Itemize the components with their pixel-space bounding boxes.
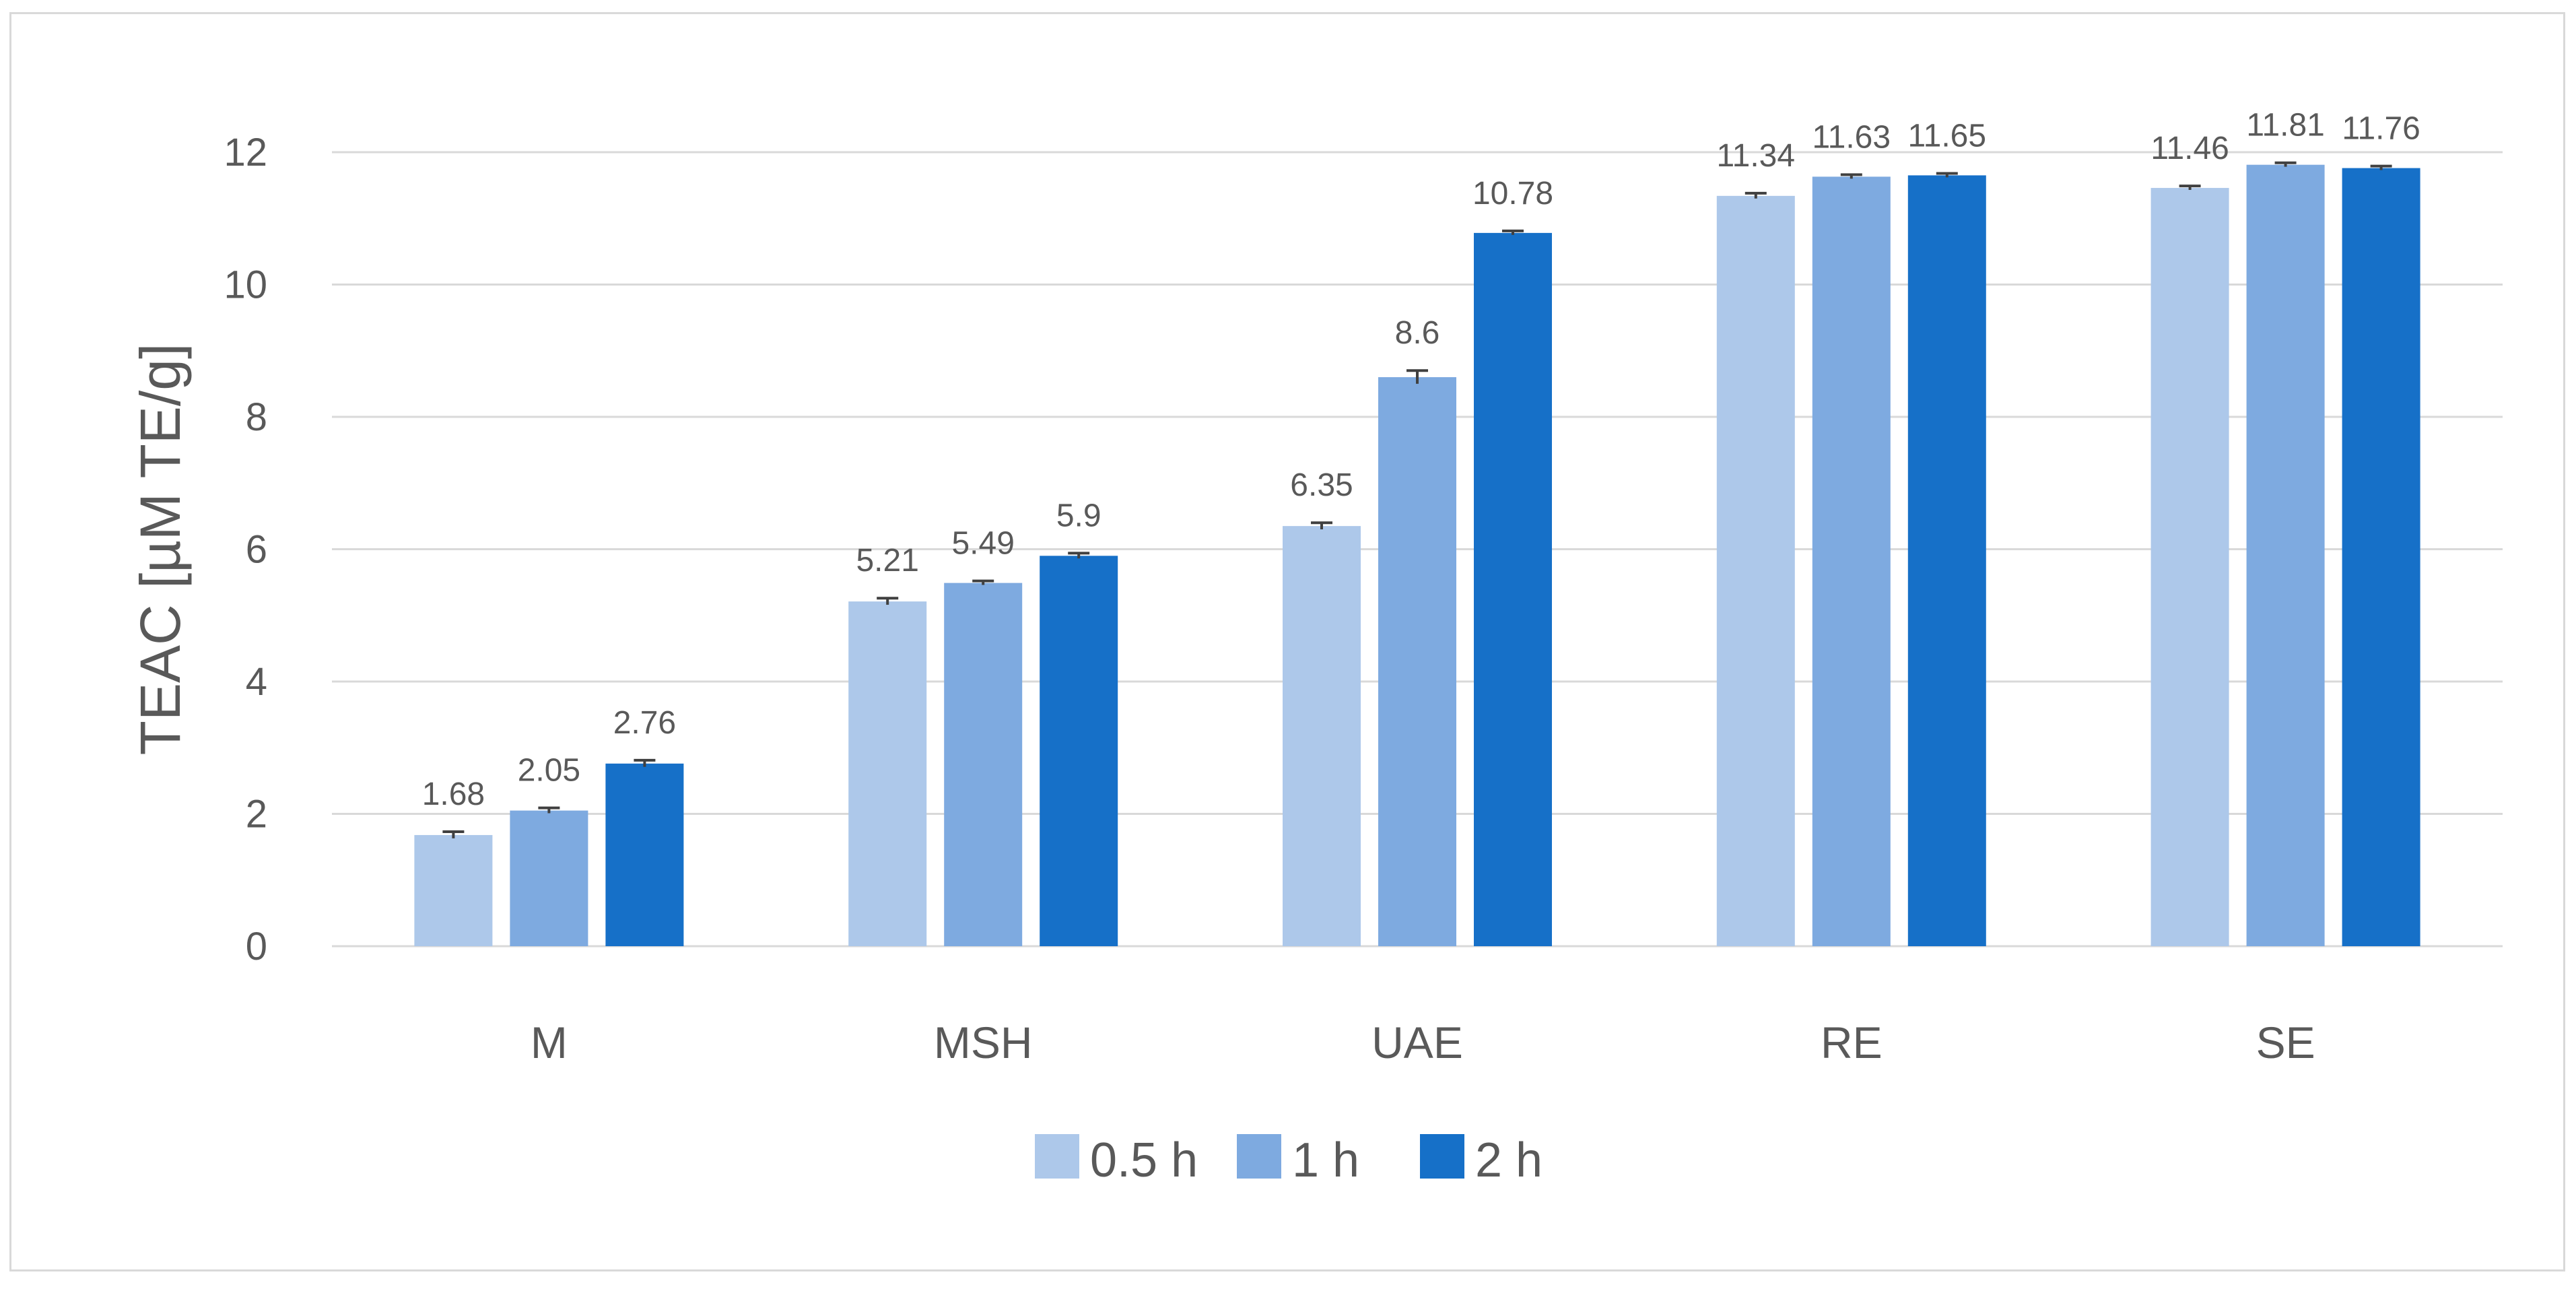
legend-label: 0.5 h (1090, 1133, 1198, 1187)
bar (510, 810, 588, 946)
y-tick-label: 2 (246, 793, 267, 836)
x-tick-label: SE (2256, 1018, 2315, 1067)
bar (1474, 232, 1552, 946)
data-label: 8.6 (1395, 315, 1440, 351)
y-axis-label: TEAC [µM TE/g] (129, 343, 192, 756)
x-tick-label: M (531, 1018, 568, 1067)
y-tick-label: 10 (224, 263, 267, 307)
data-label: 10.78 (1472, 176, 1553, 211)
legend-label: 2 h (1475, 1133, 1543, 1187)
data-label: 2.76 (613, 705, 676, 741)
data-label: 11.81 (2246, 108, 2325, 143)
legend-swatch (1420, 1134, 1464, 1179)
data-label: 11.46 (2150, 131, 2229, 166)
y-tick-label: 4 (246, 660, 267, 704)
data-label: 5.9 (1056, 498, 1101, 533)
x-tick-label: MSH (934, 1018, 1033, 1067)
bar (1812, 176, 1891, 946)
bar (1283, 526, 1361, 946)
bar (2342, 168, 2420, 947)
bar (944, 583, 1023, 946)
data-label: 11.34 (1717, 138, 1796, 174)
legend-label: 1 h (1292, 1133, 1359, 1187)
bar (848, 601, 927, 946)
data-label: 2.05 (518, 753, 580, 789)
data-label: 5.21 (856, 543, 918, 578)
data-label: 11.63 (1812, 119, 1891, 155)
x-tick-label: RE (1821, 1018, 1883, 1067)
bar-chart: 0 2 4 6 8 10 12 TEAC [µM TE/g] 1.68 2.05 2.76 M 5.21… (129, 108, 2503, 1187)
y-tick-label: 0 (246, 925, 267, 968)
bar (414, 834, 493, 946)
bar (1378, 377, 1456, 946)
data-label: 11.76 (2342, 111, 2420, 147)
x-tick-label: UAE (1371, 1018, 1463, 1067)
y-tick-label: 6 (246, 528, 267, 572)
y-tick-label: 8 (246, 395, 267, 439)
data-label: 1.68 (422, 776, 485, 812)
legend-swatch (1035, 1134, 1079, 1179)
bar (605, 763, 684, 946)
bar (1040, 556, 1118, 946)
bar (2246, 164, 2325, 947)
data-label: 5.49 (951, 526, 1014, 562)
chart-frame: 0 2 4 6 8 10 12 TEAC [µM TE/g] 1.68 2.05 2.76 M 5.21… (9, 12, 2565, 1271)
bar (2150, 188, 2229, 947)
y-tick-label: 12 (224, 131, 267, 174)
data-label: 11.65 (1908, 118, 1987, 154)
data-label: 6.35 (1290, 467, 1353, 503)
bar (1716, 195, 1795, 947)
legend-swatch (1237, 1134, 1281, 1179)
bar (1907, 175, 1986, 947)
